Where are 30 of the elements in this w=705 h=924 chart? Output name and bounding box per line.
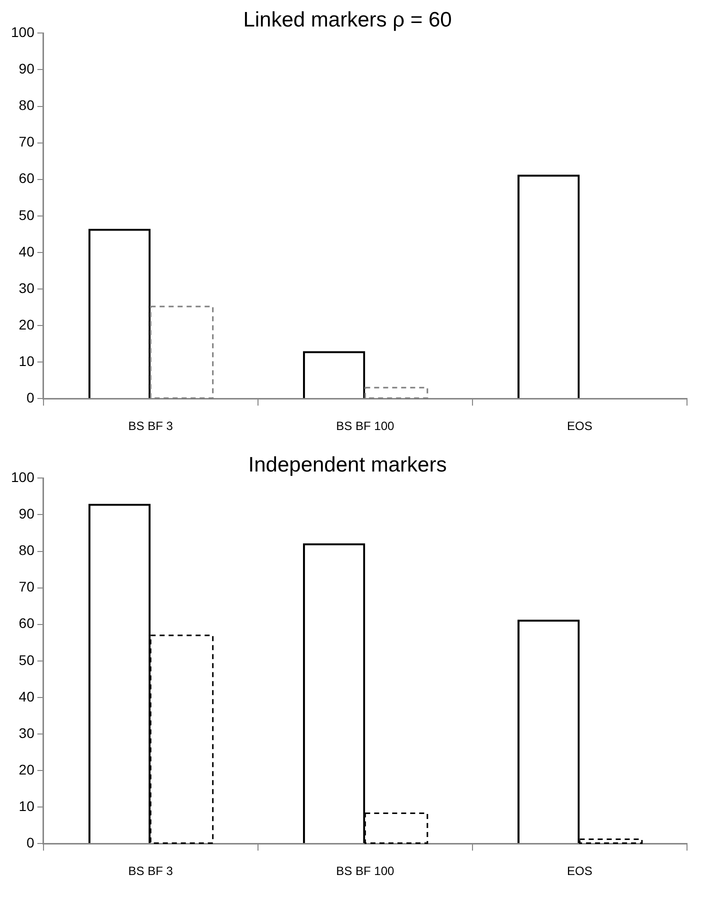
x-tick-label: BS BF 3	[128, 419, 174, 434]
y-tick-label: 40	[18, 688, 35, 704]
y-tick-label: 70	[18, 134, 35, 150]
y-tick-label: 20	[18, 761, 35, 778]
x-tick-label: BS BF 100	[336, 419, 395, 434]
y-tick-label: 50	[18, 206, 35, 223]
y-tick-label: 80	[18, 97, 35, 114]
y-tick-label: 20	[18, 316, 35, 332]
chart-title: Independent markers	[248, 453, 447, 476]
y-tick-label: 60	[18, 615, 35, 632]
y-tick-label: 0	[26, 834, 35, 850]
x-tick-label: BS BF 100	[336, 864, 395, 878]
y-tick-label: 10	[18, 352, 35, 369]
y-tick-label: 100	[11, 24, 35, 40]
y-tick-label: 90	[18, 506, 35, 522]
x-tick-label: EOS	[567, 419, 592, 434]
y-tick-label: 0	[26, 389, 35, 406]
y-tick-label: 70	[18, 578, 35, 595]
y-tick-label: 10	[18, 798, 35, 814]
y-tick-label: 50	[18, 652, 35, 668]
y-tick-label: 60	[18, 170, 35, 186]
y-tick-label: 90	[18, 60, 35, 77]
y-tick-label: 30	[18, 724, 35, 741]
chart-title: Linked markers ρ = 60	[243, 8, 452, 32]
y-tick-label: 100	[11, 469, 35, 486]
y-tick-label: 30	[18, 280, 35, 296]
x-tick-label: BS BF 3	[128, 864, 174, 878]
y-tick-label: 40	[18, 243, 35, 260]
y-tick-label: 80	[18, 542, 35, 558]
x-tick-label: EOS	[567, 864, 592, 878]
